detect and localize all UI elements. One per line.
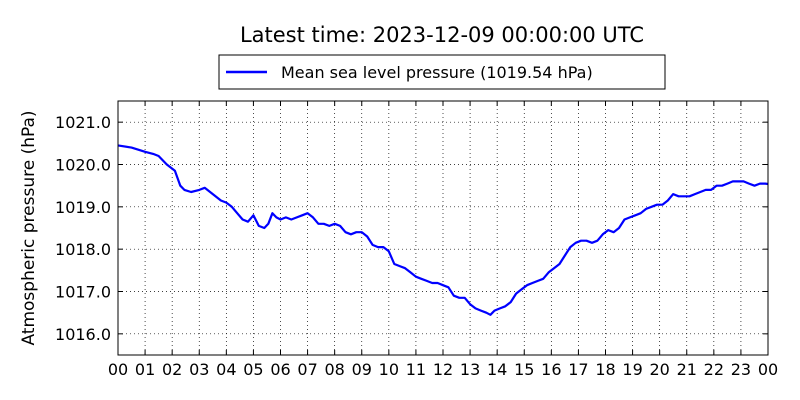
x-tick-label: 01 [135,360,155,379]
x-tick-label: 05 [243,360,263,379]
x-tick-label: 20 [649,360,669,379]
x-tick-label: 10 [379,360,399,379]
x-tick-label: 17 [568,360,588,379]
x-tick-label: 19 [622,360,642,379]
x-tick-label: 03 [189,360,209,379]
y-tick-labels: 1016.0 1017.0 1018.0 1019.0 1020.0 1021.0 [55,113,111,344]
x-tick-label: 00 [108,360,128,379]
chart-title: Latest time: 2023-12-09 00:00:00 UTC [240,23,644,47]
x-tick-label: 12 [433,360,453,379]
y-tick-label: 1019.0 [55,198,111,217]
plot-frame [117,100,769,356]
x-tick-label: 23 [731,360,751,379]
x-tick-label: 00 [758,360,778,379]
y-tick-label: 1016.0 [55,325,111,344]
legend-box [218,54,666,90]
x-tick-labels: 00 01 02 03 04 05 06 07 08 09 10 11 12 13 14 15 16 17 18 19… [108,360,778,379]
ticks [117,101,769,355]
x-tick-label: 11 [406,360,426,379]
x-tick-label: 22 [704,360,724,379]
x-tick-label: 13 [460,360,480,379]
x-tick-label: 18 [595,360,615,379]
x-tick-label: 07 [297,360,317,379]
x-tick-label: 16 [541,360,561,379]
x-tick-label: 21 [677,360,697,379]
y-tick-label: 1020.0 [55,156,111,175]
x-tick-label: 14 [487,360,507,379]
x-tick-label: 02 [162,360,182,379]
y-axis-label: Atmospheric pressure (hPa) [19,110,39,345]
x-tick-label: 09 [352,360,372,379]
legend: Mean sea level pressure (1019.54 hPa) [218,54,666,90]
y-tick-label: 1017.0 [55,283,111,302]
grid [118,101,768,355]
x-tick-label: 08 [324,360,344,379]
y-tick-label: 1021.0 [55,113,111,132]
series-line-mean-sea-level-pressure [117,144,769,316]
x-tick-label: 06 [270,360,290,379]
x-tick-label: 15 [514,360,534,379]
legend-label: Mean sea level pressure (1019.54 hPa) [281,63,593,82]
y-tick-label: 1018.0 [55,240,111,259]
x-tick-label: 04 [216,360,236,379]
